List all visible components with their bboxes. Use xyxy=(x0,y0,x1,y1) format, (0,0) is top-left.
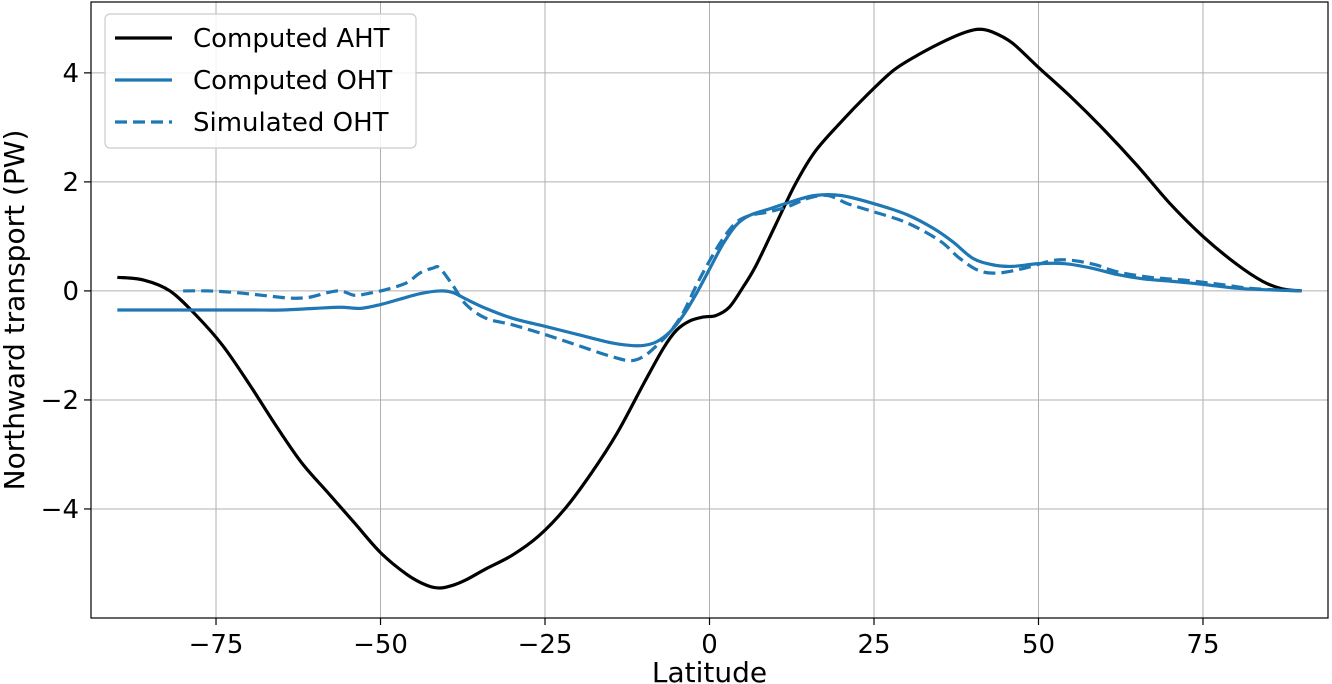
legend-label: Computed OHT xyxy=(193,66,392,96)
legend-entry-computed-aht: Computed AHT xyxy=(115,24,390,54)
ticks-layer: −75 −50 −25 0 25 50 75 −4 −2 0 2 4 xyxy=(41,59,1220,660)
legend-box xyxy=(104,13,417,149)
y-tick-label: 0 xyxy=(62,277,79,307)
y-axis-label: Northward transport (PW) xyxy=(0,130,31,491)
y-tick-label: −2 xyxy=(41,386,79,416)
legend-label: Computed AHT xyxy=(193,24,390,54)
legend-entry-simulated-oht: Simulated OHT xyxy=(115,108,389,138)
series-layer xyxy=(117,27,1302,590)
y-tick-label: 2 xyxy=(62,168,79,198)
x-tick-label: 0 xyxy=(701,630,718,660)
x-tick-label: −50 xyxy=(353,630,408,660)
y-tick-label: −4 xyxy=(41,495,79,525)
x-tick-label: −75 xyxy=(189,630,244,660)
series-line-computed-aht xyxy=(117,27,1302,590)
legend: Computed AHT Computed OHT Simulated OHT xyxy=(104,13,417,149)
legend-label: Simulated OHT xyxy=(193,108,389,138)
x-tick-label: −25 xyxy=(518,630,573,660)
y-tick-label: 4 xyxy=(62,59,79,89)
x-tick-label: 50 xyxy=(1022,630,1055,660)
x-tick-label: 25 xyxy=(857,630,890,660)
legend-entry-computed-oht: Computed OHT xyxy=(115,66,392,96)
series-line-simulated-oht xyxy=(183,193,1302,363)
series-line-computed-oht xyxy=(117,192,1302,348)
x-axis-label: Latitude xyxy=(652,656,767,684)
x-tick-label: 75 xyxy=(1186,630,1219,660)
